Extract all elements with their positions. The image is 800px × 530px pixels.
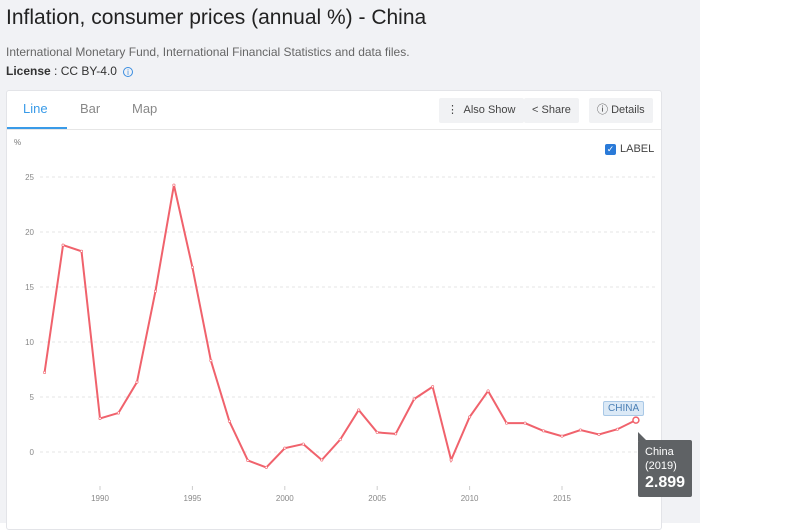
data-point	[283, 446, 287, 450]
tooltip-value: 2.899	[645, 474, 686, 491]
y-tick-label: 0	[30, 448, 35, 457]
tab-line[interactable]: Line	[23, 101, 48, 116]
data-point	[431, 385, 435, 389]
data-point	[135, 380, 139, 384]
data-point	[301, 442, 305, 446]
share-label: Share	[541, 104, 571, 116]
data-point	[227, 419, 231, 423]
data-point	[338, 438, 342, 442]
data-point	[320, 458, 324, 462]
x-tick-label: 2000	[276, 494, 294, 503]
chart-card: Line Bar Map ⋮ Also Show < Share ⓘ Detai…	[6, 90, 662, 530]
data-point	[80, 249, 84, 253]
details-label: Details	[611, 104, 645, 116]
data-point	[560, 434, 564, 438]
share-icon: <	[532, 104, 539, 116]
details-button[interactable]: ⓘ Details	[589, 98, 653, 123]
data-point	[357, 408, 361, 412]
y-tick-label: 10	[25, 338, 34, 347]
info-icon[interactable]: i	[122, 67, 133, 77]
tooltip: China (2019) 2.899	[638, 440, 692, 497]
data-point	[209, 359, 213, 363]
tooltip-name: China	[645, 446, 674, 458]
license-value: : CC BY-4.0	[54, 64, 117, 78]
data-point	[412, 397, 416, 401]
y-tick-label: 15	[25, 283, 34, 292]
data-point	[190, 265, 194, 269]
data-point	[394, 432, 398, 436]
page-title: Inflation, consumer prices (annual %) - …	[6, 6, 427, 29]
data-point	[172, 183, 176, 187]
y-tick-label: 25	[25, 173, 34, 182]
license: License : CC BY-4.0 i	[6, 64, 133, 78]
data-point	[98, 416, 102, 420]
also-show-label: Also Show	[463, 104, 516, 116]
data-point	[632, 416, 640, 424]
data-point	[264, 465, 268, 469]
data-point	[375, 430, 379, 434]
line-chart: % 0 5 10 15 20 25 1990 1995 2000 2005 2010 2015	[14, 138, 655, 503]
license-label: License	[6, 64, 51, 78]
data-point	[597, 433, 601, 437]
tab-bar[interactable]: Bar	[80, 101, 101, 116]
share-button[interactable]: < Share	[524, 98, 579, 123]
active-tab-indicator	[7, 127, 67, 129]
x-tick-label: 2015	[553, 494, 571, 503]
x-tick-label: 2005	[368, 494, 386, 503]
data-point	[116, 411, 120, 415]
data-point	[615, 427, 619, 431]
divider	[7, 129, 661, 130]
label-checkbox[interactable]: ✓ LABEL	[605, 143, 654, 155]
data-point	[246, 458, 250, 462]
data-point	[578, 428, 582, 432]
y-axis-label: %	[14, 138, 21, 147]
checkbox-check-icon: ✓	[605, 143, 616, 155]
data-point	[505, 421, 509, 425]
data-point	[43, 370, 47, 374]
data-point	[449, 458, 453, 462]
x-tick-label: 2010	[461, 494, 479, 503]
y-tick-label: 20	[25, 228, 34, 237]
data-point	[153, 289, 157, 293]
series-line-china	[43, 184, 637, 469]
more-vertical-icon: ⋮	[447, 104, 458, 116]
also-show-button[interactable]: ⋮ Also Show	[439, 98, 524, 123]
series-label: CHINA	[603, 401, 645, 416]
x-tick-label: 1995	[184, 494, 202, 503]
data-point	[468, 415, 472, 419]
data-point	[486, 389, 490, 393]
data-point	[542, 429, 546, 433]
tab-map[interactable]: Map	[132, 101, 158, 116]
data-point	[61, 243, 65, 247]
source-text: International Monetary Fund, Internation…	[6, 45, 410, 59]
tooltip-arrow	[638, 432, 647, 441]
y-tick-label: 5	[30, 393, 35, 402]
label-checkbox-text: LABEL	[620, 143, 655, 155]
x-tick-label: 1990	[91, 494, 109, 503]
tooltip-year: (2019)	[645, 460, 677, 472]
info-circle-icon: ⓘ	[597, 104, 608, 116]
data-point	[523, 421, 527, 425]
